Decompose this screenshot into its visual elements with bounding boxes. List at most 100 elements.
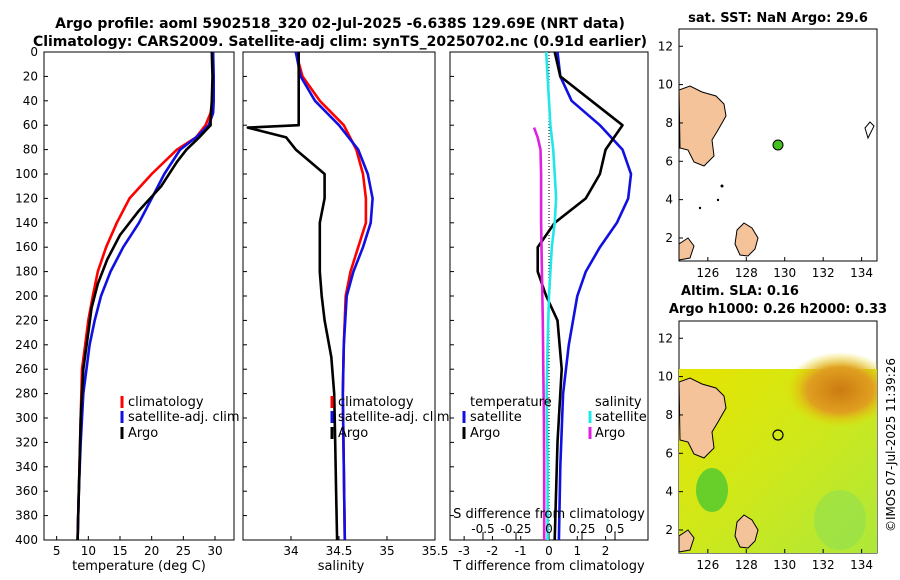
legend-title-salinity: salinity	[595, 395, 642, 410]
legend-title-temperature: temperature	[470, 395, 552, 410]
y-tick-label: 220	[15, 313, 38, 327]
y-tick-label: 20	[23, 69, 38, 83]
x-tick-label: -3	[458, 544, 470, 558]
temperature-lines	[76, 52, 215, 540]
x-tick-label: 5	[53, 544, 61, 558]
lat-tick-label: 12	[658, 331, 673, 345]
x-tick-label: -1	[515, 544, 527, 558]
y-tick-label: 120	[15, 191, 38, 205]
y-tick-label: 240	[15, 338, 38, 352]
difference-xlabel: T difference from climatology	[452, 559, 645, 574]
y-tick-label: 80	[23, 143, 38, 157]
lat-tick-label: 8	[665, 116, 673, 130]
sla-low-anomaly	[696, 468, 728, 512]
legend-label-argo: Argo	[128, 426, 158, 441]
y-tick-label: 340	[15, 460, 38, 474]
x-tick-label: 35.5	[422, 544, 449, 558]
lon-tick-label: 130	[773, 558, 796, 572]
difference-top-xlabel: S difference from climatology	[453, 507, 645, 522]
x-tick-label: -2	[486, 544, 498, 558]
difference-top-ticklabels: -0.5 -0.25 0 0.25 0.5	[471, 522, 624, 536]
difference-legend-temperature: temperature satellite Argo	[462, 395, 552, 441]
y-tick-label: 180	[15, 265, 38, 279]
series-line-argo	[246, 52, 339, 540]
legend-label-t-argo: Argo	[470, 426, 500, 441]
lat-tick-label: 6	[665, 154, 673, 168]
series-line-climatology	[294, 52, 368, 540]
y-tick-label: 280	[15, 387, 38, 401]
x-tick-label: 20	[144, 544, 159, 558]
salinity-ticks: 34 34.5 35 35.5	[243, 51, 449, 558]
temperature-panel: 5 10 15 20 25 3002040608010012014016018020022…	[15, 45, 240, 574]
land-east-islet	[864, 121, 875, 140]
temperature-xlabel: temperature (deg C)	[72, 559, 206, 574]
x-tick-label: 25	[176, 544, 191, 558]
s-tick-label: -0.5	[471, 522, 494, 536]
lat-tick-label: 2	[665, 523, 673, 537]
y-tick-label: 260	[15, 362, 38, 376]
y-tick-label: 100	[15, 167, 38, 181]
difference-legend-salinity: salinity satellite Argo	[588, 395, 647, 441]
sst-map-title: sat. SST: NaN Argo: 29.6	[688, 11, 868, 26]
lon-tick-label: 126	[696, 558, 719, 572]
series-line-argo	[76, 52, 214, 540]
s-tick-label: -0.25	[500, 522, 531, 536]
x-tick-label: 10	[81, 544, 96, 558]
land-mindanao	[679, 85, 727, 167]
salinity-legend: climatology satellite-adj. clim Argo	[330, 395, 450, 441]
lat-tick-label: 4	[665, 193, 673, 207]
lon-tick-label: 126	[696, 266, 719, 280]
x-tick-label: 35	[379, 544, 394, 558]
title-line-2: Climatology: CARS2009. Satellite-adj cli…	[33, 34, 647, 50]
y-tick-label: 200	[15, 289, 38, 303]
lon-tick-label: 134	[850, 558, 873, 572]
legend-label-satellite: satellite-adj. clim	[128, 410, 240, 425]
legend-label-climatology: climatology	[128, 395, 204, 410]
lat-tick-label: 10	[658, 78, 673, 92]
legend-label-s-argo: Argo	[595, 426, 625, 441]
land-sw-island	[679, 237, 695, 261]
salinity-xlabel: salinity	[318, 559, 365, 574]
series-line-t-satellite	[556, 52, 633, 540]
y-tick-label: 400	[15, 533, 38, 547]
lon-tick-label: 134	[850, 266, 873, 280]
s-tick-label: 0.5	[605, 522, 624, 536]
legend-label-t-satellite: satellite	[470, 410, 522, 425]
land-mindanao	[679, 377, 727, 459]
y-tick-label: 320	[15, 435, 38, 449]
sst-map-land	[679, 85, 875, 261]
lat-tick-label: 10	[658, 370, 673, 384]
legend-label-argo: Argo	[338, 426, 368, 441]
lon-tick-label: 130	[773, 266, 796, 280]
sla-high-anomaly	[785, 352, 877, 428]
argo-profile-marker	[772, 429, 784, 441]
lat-tick-label: 4	[665, 485, 673, 499]
x-tick-label: 2	[602, 544, 610, 558]
lat-tick-label: 8	[665, 408, 673, 422]
legend-label-s-satellite: satellite	[595, 410, 647, 425]
sst-map: sat. SST: NaN Argo: 29.6 126 128 130 132 134…	[658, 11, 878, 280]
temperature-legend: climatology satellite-adj. clim Argo	[120, 395, 240, 441]
land-south-island	[734, 222, 759, 257]
x-tick-label: 1	[573, 544, 581, 558]
salinity-lines	[246, 52, 374, 540]
sla-map-title-2: Argo h1000: 0.26 h2000: 0.33	[669, 302, 887, 317]
sla-low-anomaly	[814, 490, 866, 550]
sst-map-ticks: 126 128 130 132 134 2 4 6 8 10 12	[658, 39, 873, 280]
sla-map-title-1: Altim. SLA: 0.16	[681, 284, 799, 299]
y-tick-label: 40	[23, 94, 38, 108]
islet-dot	[698, 206, 702, 210]
lat-tick-label: 6	[665, 446, 673, 460]
series-line-climatology	[76, 52, 215, 540]
x-tick-label: 30	[207, 544, 222, 558]
imos-timestamp: ©IMOS 07-Jul-2025 11:39:26	[884, 358, 898, 532]
x-tick-label: 34.5	[326, 544, 353, 558]
series-line-s-satellite	[544, 52, 558, 540]
sla-map-ticks: 126 128 130 132 134 2 4 6 8 10 12	[658, 331, 873, 572]
sla-map-field	[679, 352, 877, 553]
s-tick-label: 0	[545, 522, 553, 536]
x-tick-label: 0	[545, 544, 553, 558]
y-tick-label: 60	[23, 118, 38, 132]
difference-lines	[532, 52, 633, 540]
